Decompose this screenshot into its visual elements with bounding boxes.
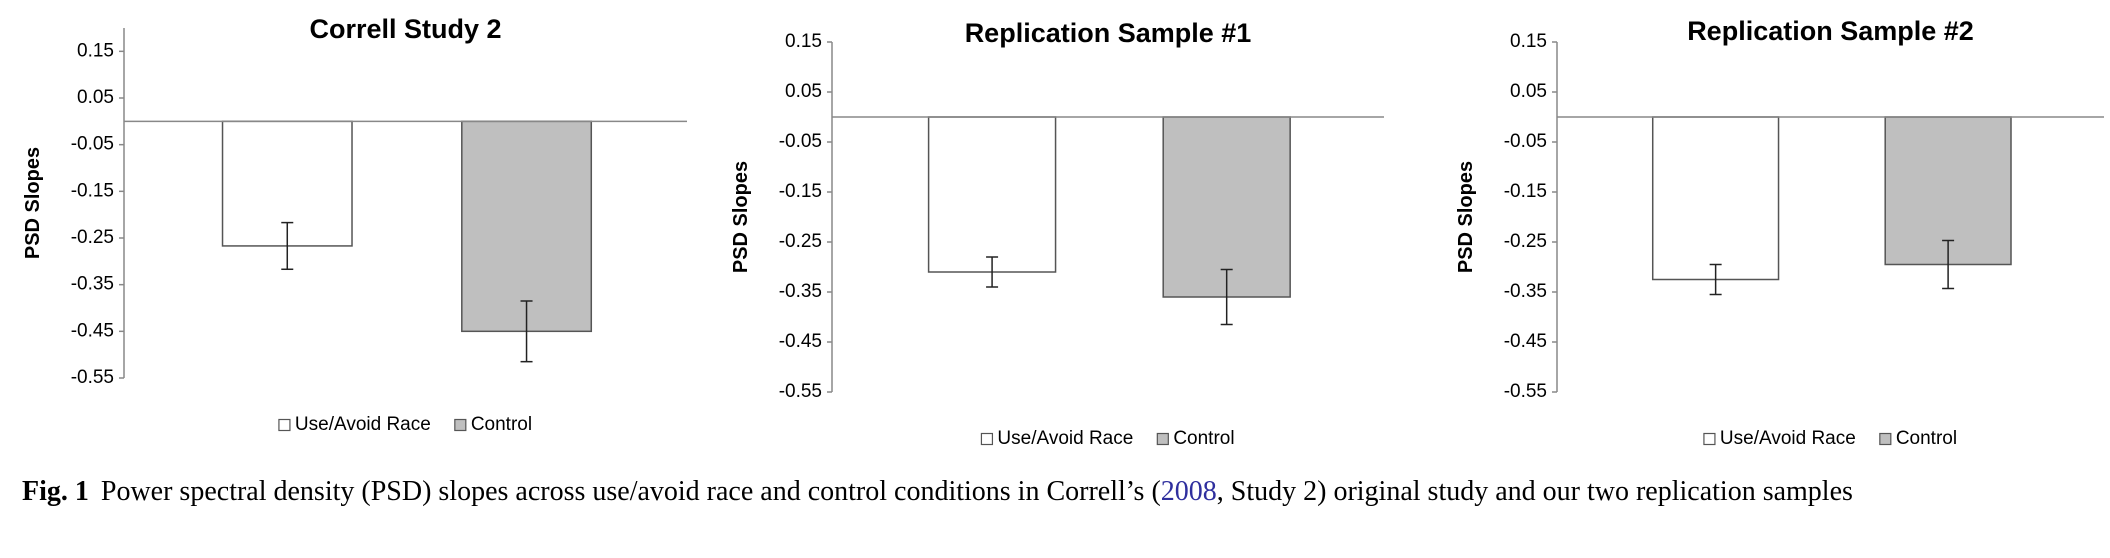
y-tick-label: -0.45 (1504, 331, 1547, 352)
y-tick-label: 0.05 (77, 87, 114, 108)
caption-link[interactable]: 2008 (1160, 476, 1217, 507)
legend-swatch (1703, 432, 1716, 446)
error-bar (281, 221, 294, 271)
y-tick-label: -0.15 (71, 180, 114, 201)
y-tick-label: -0.55 (1504, 381, 1547, 402)
error-bar (1709, 263, 1722, 296)
chart-title: Correll Study 2 (309, 14, 501, 44)
legend-swatch (1156, 432, 1169, 446)
y-tick-label: -0.35 (779, 281, 822, 302)
legend-swatch (980, 432, 994, 446)
y-axis-label: PSD Slopes (730, 161, 752, 273)
caption-text: Power spectral density (PSD) slopes acro… (100, 476, 1161, 507)
y-tick-label: -0.25 (779, 231, 822, 252)
figure: 0.15 0.05 -0.05 -0.15 -0.25 -0.35 -0.45 -0.55 PS… (22, 14, 2104, 449)
legend-swatch (1879, 432, 1892, 446)
legend-swatch (278, 418, 291, 432)
legend-label: Use/Avoid Race (1720, 428, 1856, 449)
y-axis-label: PSD Slopes (22, 147, 44, 259)
chart-title: Replication Sample #2 (1687, 16, 1974, 46)
caption: Fig. 1 Power spectral density (PSD) slope… (22, 470, 2092, 514)
legend-label: Use/Avoid Race (295, 414, 431, 435)
y-tick-label: -0.15 (779, 181, 822, 202)
y-tick-label: -0.45 (779, 331, 822, 352)
bar (927, 116, 1057, 273)
y-tick-label: 0.15 (1510, 31, 1547, 52)
legend-swatch (454, 418, 467, 432)
y-tick-label: -0.35 (1504, 281, 1547, 302)
error-bar (520, 300, 533, 363)
caption-text: , Study 2) original study and our two re… (1216, 476, 1853, 507)
y-tick-label: -0.15 (1504, 181, 1547, 202)
error-bar (1220, 268, 1233, 326)
y-tick-label: 0.05 (785, 81, 822, 102)
y-tick-label: -0.35 (71, 274, 114, 295)
y-tick-label: 0.05 (1510, 81, 1547, 102)
chart-title: Replication Sample #1 (965, 18, 1252, 48)
y-tick-label: 0.15 (77, 40, 114, 61)
error-bar (1942, 239, 1955, 290)
error-bar (986, 256, 999, 288)
legend-label: Control (1173, 428, 1234, 449)
y-tick-label: -0.05 (779, 131, 822, 152)
y-tick-label: -0.45 (71, 320, 114, 341)
y-tick-label: -0.55 (71, 367, 114, 388)
bar (461, 120, 593, 333)
caption-label: Fig. 1 (22, 476, 89, 507)
y-tick-label: -0.25 (1504, 231, 1547, 252)
y-tick-label: -0.05 (1504, 131, 1547, 152)
y-tick-label: 0.15 (785, 31, 822, 52)
y-axis-label: PSD Slopes (1455, 161, 1477, 273)
y-tick-label: -0.55 (779, 381, 822, 402)
y-tick-label: -0.05 (71, 134, 114, 155)
bar (1651, 116, 1780, 281)
legend-label: Control (1896, 428, 1957, 449)
legend-label: Use/Avoid Race (997, 428, 1133, 449)
legend-label: Control (471, 414, 532, 435)
y-tick-label: -0.25 (71, 227, 114, 248)
